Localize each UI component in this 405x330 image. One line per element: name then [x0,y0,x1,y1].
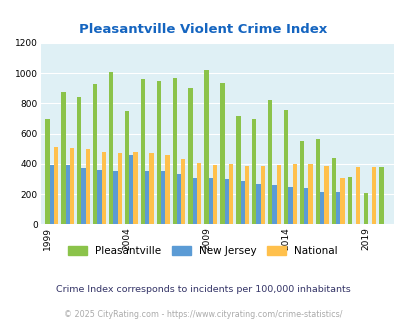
Bar [260,166,264,224]
Bar [61,92,65,224]
Bar [192,178,196,224]
Bar [379,167,383,224]
Bar [81,168,85,224]
Bar [315,139,319,224]
Bar [244,166,249,224]
Bar [54,147,58,224]
Bar [220,83,224,224]
Bar [236,116,240,224]
Bar [145,171,149,224]
Bar [165,155,169,224]
Bar [77,97,81,224]
Bar [292,164,296,224]
Bar [188,87,192,224]
Bar [156,81,160,224]
Bar [303,188,308,224]
Bar [288,186,292,224]
Bar [331,158,335,224]
Bar [272,185,276,224]
Bar [256,184,260,224]
Bar [339,178,344,224]
Bar [224,179,228,224]
Bar [228,164,232,224]
Bar [283,110,288,224]
Bar [324,166,328,224]
Text: Crime Index corresponds to incidents per 100,000 inhabitants: Crime Index corresponds to incidents per… [55,285,350,294]
Bar [113,171,117,224]
Bar [347,177,351,224]
Bar [109,72,113,224]
Bar [129,155,133,224]
Bar [141,79,145,224]
Bar [319,192,324,224]
Bar [101,152,106,224]
Bar [172,79,177,224]
Bar [45,118,49,224]
Bar [93,84,97,224]
Bar [149,152,153,224]
Bar [49,165,54,224]
Bar [65,165,70,224]
Bar [299,141,303,224]
Bar [308,164,312,224]
Bar [133,152,137,224]
Bar [371,167,375,224]
Legend: Pleasantville, New Jersey, National: Pleasantville, New Jersey, National [64,242,341,260]
Bar [117,153,121,224]
Bar [85,149,90,224]
Bar [208,178,213,224]
Bar [181,159,185,224]
Bar [276,165,280,224]
Bar [252,119,256,224]
Bar [177,175,181,224]
Bar [204,70,208,224]
Bar [213,165,217,224]
Bar [240,181,244,224]
Bar [125,111,129,224]
Bar [355,167,360,224]
Text: Pleasantville Violent Crime Index: Pleasantville Violent Crime Index [79,23,326,36]
Bar [97,170,101,224]
Bar [160,171,165,224]
Bar [70,148,74,224]
Bar [362,193,367,224]
Bar [196,163,201,224]
Bar [335,192,339,224]
Text: © 2025 CityRating.com - https://www.cityrating.com/crime-statistics/: © 2025 CityRating.com - https://www.city… [64,311,341,319]
Bar [267,100,272,224]
